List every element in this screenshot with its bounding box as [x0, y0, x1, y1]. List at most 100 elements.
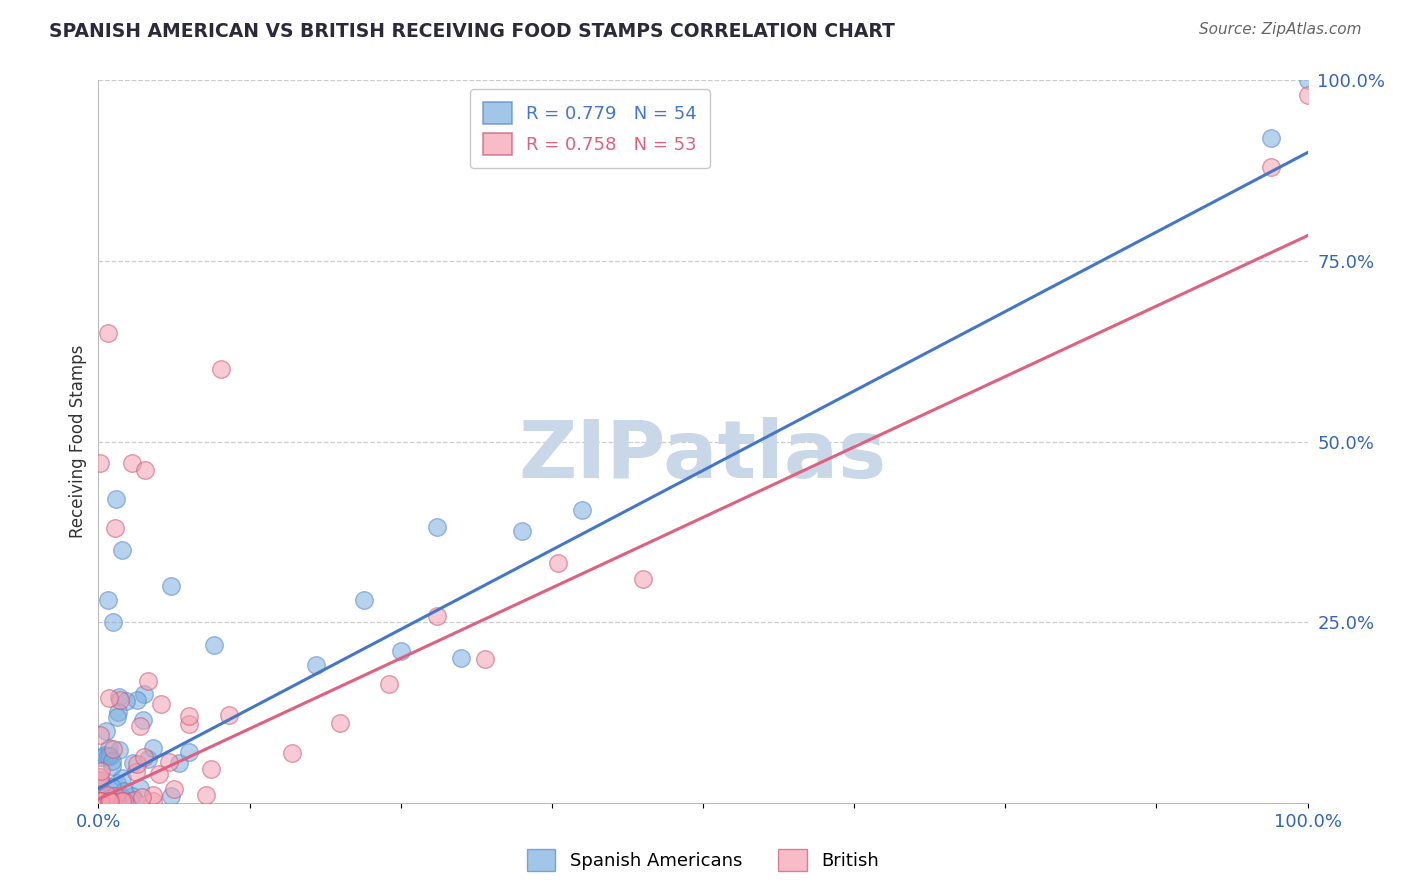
- Point: [101, 754, 124, 768]
- Point: [89, 794, 111, 808]
- Point: [104, 521, 127, 535]
- Point: [128, 719, 150, 733]
- Point: [200, 762, 222, 776]
- Point: [571, 502, 593, 516]
- Point: [96, 789, 118, 803]
- Point: [111, 542, 134, 557]
- Point: [101, 742, 124, 756]
- Point: [377, 677, 399, 691]
- Legend: R = 0.779   N = 54, R = 0.758   N = 53: R = 0.779 N = 54, R = 0.758 N = 53: [470, 89, 710, 168]
- Point: [120, 794, 142, 808]
- Point: [97, 593, 120, 607]
- Y-axis label: Receiving Food Stamps: Receiving Food Stamps: [69, 345, 87, 538]
- Point: [101, 758, 124, 772]
- Point: [97, 326, 120, 340]
- Point: [131, 713, 153, 727]
- Point: [101, 794, 124, 808]
- Point: [136, 674, 159, 689]
- Point: [107, 789, 129, 803]
- Point: [90, 794, 112, 808]
- Point: [160, 579, 183, 593]
- Point: [90, 764, 112, 779]
- Point: [179, 709, 201, 723]
- Point: [110, 789, 132, 803]
- Point: [121, 456, 143, 470]
- Point: [98, 794, 121, 808]
- Point: [94, 724, 117, 739]
- Point: [353, 593, 375, 607]
- Point: [195, 788, 218, 802]
- Point: [142, 794, 165, 808]
- Point: [426, 520, 449, 534]
- Point: [90, 794, 112, 808]
- Point: [1296, 87, 1319, 102]
- Point: [124, 764, 146, 779]
- Point: [426, 608, 449, 623]
- Point: [112, 784, 135, 798]
- Point: [150, 697, 173, 711]
- Point: [98, 794, 121, 808]
- Point: [103, 789, 125, 803]
- Point: [121, 789, 143, 803]
- Point: [97, 748, 120, 763]
- Point: [142, 741, 165, 756]
- Point: [177, 716, 200, 731]
- Point: [100, 780, 122, 794]
- Point: [162, 782, 184, 797]
- Point: [105, 776, 128, 790]
- Point: [389, 644, 412, 658]
- Point: [132, 749, 155, 764]
- Point: [115, 694, 138, 708]
- Point: [131, 789, 153, 804]
- Point: [111, 771, 134, 785]
- Point: [510, 524, 533, 539]
- Point: [89, 794, 111, 808]
- Point: [450, 650, 472, 665]
- Legend: Spanish Americans, British: Spanish Americans, British: [519, 842, 887, 879]
- Point: [129, 781, 152, 796]
- Point: [89, 456, 111, 470]
- Point: [1260, 160, 1282, 174]
- Text: ZIPatlas: ZIPatlas: [519, 417, 887, 495]
- Point: [89, 770, 111, 784]
- Point: [281, 746, 304, 760]
- Point: [107, 705, 129, 719]
- Point: [105, 794, 128, 808]
- Point: [157, 755, 180, 769]
- Point: [202, 638, 225, 652]
- Point: [474, 652, 496, 666]
- Point: [89, 772, 111, 787]
- Point: [91, 789, 114, 803]
- Point: [111, 794, 134, 808]
- Point: [97, 691, 120, 706]
- Point: [127, 757, 149, 772]
- Point: [110, 693, 132, 707]
- Point: [89, 774, 111, 789]
- Text: SPANISH AMERICAN VS BRITISH RECEIVING FOOD STAMPS CORRELATION CHART: SPANISH AMERICAN VS BRITISH RECEIVING FO…: [49, 22, 896, 41]
- Point: [112, 794, 135, 808]
- Point: [101, 615, 124, 630]
- Point: [108, 794, 131, 808]
- Point: [89, 728, 111, 742]
- Point: [134, 688, 156, 702]
- Point: [305, 658, 328, 673]
- Point: [121, 756, 143, 770]
- Text: Source: ZipAtlas.com: Source: ZipAtlas.com: [1198, 22, 1361, 37]
- Point: [177, 745, 200, 759]
- Point: [108, 690, 131, 705]
- Point: [127, 693, 149, 707]
- Point: [94, 748, 117, 763]
- Point: [547, 556, 569, 570]
- Point: [101, 789, 124, 803]
- Point: [90, 794, 112, 808]
- Point: [218, 708, 240, 723]
- Point: [124, 793, 146, 807]
- Point: [142, 789, 165, 803]
- Point: [148, 766, 170, 780]
- Point: [329, 715, 352, 730]
- Point: [134, 463, 156, 477]
- Point: [97, 741, 120, 756]
- Point: [105, 709, 128, 723]
- Point: [90, 750, 112, 764]
- Point: [209, 362, 232, 376]
